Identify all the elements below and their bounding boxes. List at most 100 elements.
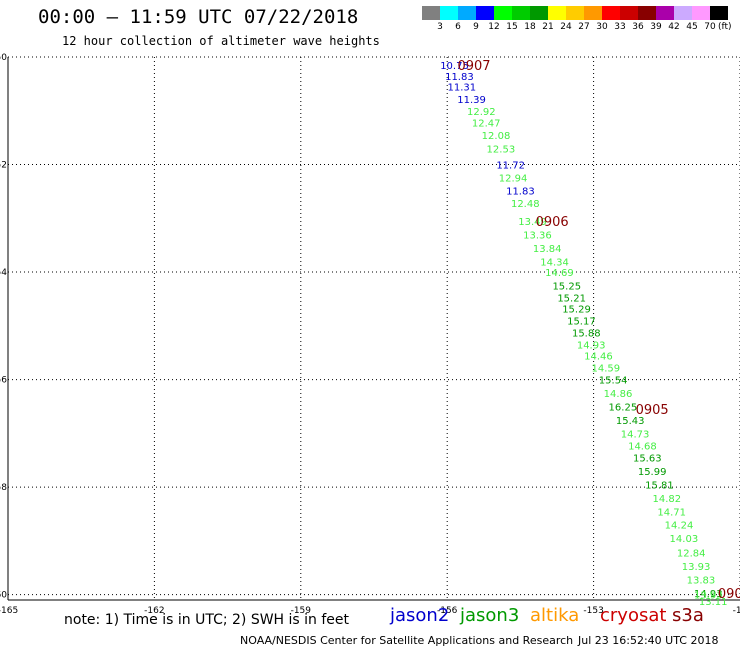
wave-height-label: 14.93	[694, 589, 723, 600]
color-scale-label: 39	[650, 22, 662, 32]
wave-height-label: 13.49	[518, 217, 547, 228]
color-scale-label: 36	[632, 22, 644, 32]
color-scale-label: 30	[596, 22, 608, 32]
color-scale-swatch	[674, 6, 692, 20]
x-tick-label: -162	[144, 606, 164, 616]
wave-height-label: 14.93	[577, 341, 606, 352]
x-tick-label: -15	[733, 606, 740, 616]
wave-height-label: 15.99	[638, 467, 667, 478]
chart-title: 00:00 – 11:59 UTC 07/22/2018	[38, 6, 359, 28]
color-scale-label: 6	[455, 22, 461, 32]
wave-height-label: 15.21	[557, 293, 586, 304]
time-label: 0907	[457, 59, 490, 74]
time-label: 090	[718, 587, 740, 602]
color-scale-swatch	[710, 6, 728, 20]
wave-height-label: 15.81	[645, 480, 674, 491]
color-scale-label: 12	[488, 22, 500, 32]
wave-height-label: 12.53	[487, 144, 516, 155]
wave-height-label: 12.84	[677, 549, 706, 560]
footer-timestamp: Jul 23 16:52:40 UTC 2018	[578, 634, 719, 647]
legend-altika: altika	[530, 605, 580, 626]
wave-height-label: 12.47	[472, 119, 501, 130]
color-scale-label: 3	[437, 22, 443, 32]
wave-height-label: 14.86	[604, 389, 633, 400]
wave-height-label: 12.48	[511, 199, 540, 210]
x-tick-label: -165	[0, 606, 18, 616]
legend-cryosat: cryosat	[600, 605, 667, 626]
color-scale-swatch	[458, 6, 476, 20]
wave-height-label: 14.71	[657, 507, 686, 518]
color-scale-swatch	[602, 6, 620, 20]
x-tick-label: -156	[437, 606, 458, 616]
wave-height-label: 13.84	[533, 244, 562, 255]
wave-height-label: 14.59	[591, 364, 620, 375]
wave-height-label: 14.69	[545, 268, 574, 279]
wave-height-label: 13.83	[687, 576, 716, 587]
y-tick-label: -58	[0, 483, 7, 493]
color-scale-swatch	[620, 6, 638, 20]
y-tick-label: -52	[0, 161, 7, 171]
color-scale-swatch	[440, 6, 458, 20]
wave-height-label: 14.34	[540, 257, 569, 268]
wave-height-label: 15.17	[567, 316, 596, 327]
wave-height-label: 14.03	[670, 534, 699, 545]
y-tick-label: -56	[0, 376, 7, 386]
color-scale-label: 18	[524, 22, 536, 32]
color-scale-unit: (ft)	[718, 22, 732, 32]
color-scale-label: 42	[668, 22, 680, 32]
legend-jason2: jason2	[390, 605, 450, 626]
color-scale-swatch	[422, 6, 440, 20]
y-tick-label: -60	[0, 591, 7, 601]
color-scale-swatch	[512, 6, 530, 20]
color-scale-swatch	[548, 6, 566, 20]
wave-height-label: 14.68	[628, 442, 657, 453]
footer-credit: NOAA/NESDIS Center for Satellite Applica…	[240, 634, 574, 647]
wave-height-label: 14.24	[665, 521, 694, 532]
legend-jason3: jason3	[460, 605, 520, 626]
color-scale-label: 15	[506, 22, 518, 32]
color-scale-label: 9	[473, 22, 479, 32]
footer-note: note: 1) Time is in UTC; 2) SWH is in fe…	[64, 612, 350, 628]
wave-height-label: 14.46	[584, 351, 613, 362]
color-scale-swatch	[584, 6, 602, 20]
wave-height-label: 15.88	[572, 328, 601, 339]
color-scale-label: 33	[614, 22, 626, 32]
legend-s3a: s3a	[672, 605, 704, 626]
wave-height-label: 10.75	[440, 61, 469, 72]
color-scale-swatch	[656, 6, 674, 20]
wave-height-label: 11.83	[445, 72, 474, 83]
y-tick-label: -50	[0, 53, 7, 63]
x-tick-label: -153	[583, 606, 603, 616]
wave-height-label: 15.29	[562, 305, 591, 316]
color-scale-swatch	[494, 6, 512, 20]
x-tick-label: -159	[291, 606, 312, 616]
wave-height-label: 12.92	[467, 107, 496, 118]
wave-height-label: 13.36	[523, 230, 552, 241]
wave-height-label: 11.31	[448, 83, 477, 94]
wave-height-label: 13.11	[699, 597, 728, 608]
color-scale-swatch	[476, 6, 494, 20]
wave-height-label: 15.63	[633, 454, 662, 465]
color-scale-label: 24	[560, 22, 572, 32]
wave-height-label: 16.25	[609, 402, 638, 413]
color-scale-swatch	[566, 6, 584, 20]
y-tick-label: -54	[0, 268, 7, 278]
wave-height-label: 12.08	[482, 131, 511, 142]
wave-height-label: 14.82	[652, 494, 681, 505]
wave-height-label: 11.83	[506, 186, 535, 197]
color-scale-label: 27	[578, 22, 590, 32]
wave-height-label: 11.39	[457, 95, 486, 106]
wave-height-label: 14.73	[621, 429, 650, 440]
color-scale-label: 21	[542, 22, 554, 32]
wave-height-label: 13.93	[694, 591, 723, 602]
color-scale-label: 70	[704, 22, 716, 32]
color-scale-bar	[422, 6, 728, 20]
wave-height-label: 13.93	[682, 562, 711, 573]
wave-height-label: 11.72	[496, 161, 525, 172]
color-scale-label: 45	[686, 22, 698, 32]
wave-height-label: 12.94	[499, 173, 528, 184]
color-scale-swatch	[638, 6, 656, 20]
time-label: 0906	[536, 215, 569, 230]
